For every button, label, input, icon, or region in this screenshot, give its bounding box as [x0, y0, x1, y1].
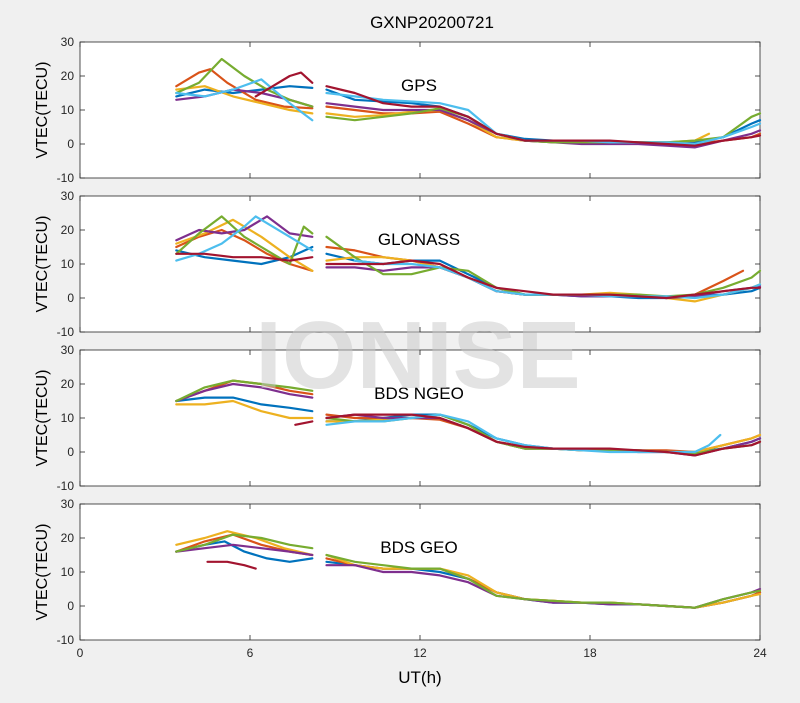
- y-tick-label: -10: [57, 479, 75, 493]
- x-axis-label: UT(h): [398, 668, 441, 687]
- y-tick-label: 0: [67, 291, 74, 305]
- figure-title: GXNP20200721: [370, 13, 494, 32]
- x-tick-label: 18: [583, 646, 597, 660]
- y-axis-label: VTEC(TECU): [34, 370, 51, 467]
- y-tick-label: 0: [67, 599, 74, 613]
- y-tick-label: 30: [61, 35, 75, 49]
- y-axis-label: VTEC(TECU): [34, 62, 51, 159]
- y-tick-label: 0: [67, 445, 74, 459]
- y-tick-label: 30: [61, 189, 75, 203]
- y-axis-label: VTEC(TECU): [34, 216, 51, 313]
- y-tick-label: 0: [67, 137, 74, 151]
- constellation-label: BDS NGEO: [374, 384, 464, 403]
- series-line: [254, 71, 762, 147]
- y-tick-label: 30: [61, 343, 75, 357]
- watermark: IONISE: [255, 302, 580, 409]
- subplot-bds-ngeo: -10 0 10 20 30 VTEC(TECU) BDS NGEO: [34, 343, 762, 493]
- y-tick-label: 20: [61, 531, 75, 545]
- constellation-label: GLONASS: [378, 230, 460, 249]
- y-axis-label: VTEC(TECU): [34, 524, 51, 621]
- subplot-gps: -10 0 10 20 30 VTEC(TECU) GPS: [34, 35, 762, 185]
- subplot-glonass: -10 0 10 20 30 VTEC(TECU) GLONASS: [34, 189, 762, 339]
- y-tick-label: 20: [61, 377, 75, 391]
- series-line: [175, 533, 762, 609]
- y-tick-label: -10: [57, 171, 75, 185]
- series-group: [175, 215, 762, 303]
- x-tick-label: 6: [247, 646, 254, 660]
- series-group: [175, 57, 762, 149]
- x-tick-label: 12: [413, 646, 427, 660]
- y-tick-label: -10: [57, 633, 75, 647]
- y-tick-label: 10: [61, 411, 75, 425]
- y-tick-label: 20: [61, 69, 75, 83]
- y-tick-label: 20: [61, 223, 75, 237]
- series-group: [175, 530, 762, 609]
- y-tick-label: 30: [61, 497, 75, 511]
- series-line: [294, 413, 762, 457]
- x-tick-label: 0: [77, 646, 84, 660]
- series-line: [206, 560, 257, 570]
- y-tick-label: 10: [61, 257, 75, 271]
- constellation-label: BDS GEO: [380, 538, 457, 557]
- series-group: [175, 379, 762, 457]
- y-tick-label: 10: [61, 565, 75, 579]
- x-tick-label: 24: [753, 646, 767, 660]
- constellation-label: GPS: [401, 76, 437, 95]
- series-line: [175, 57, 762, 144]
- series-line: [175, 252, 762, 300]
- y-tick-label: 10: [61, 103, 75, 117]
- y-tick-label: -10: [57, 325, 75, 339]
